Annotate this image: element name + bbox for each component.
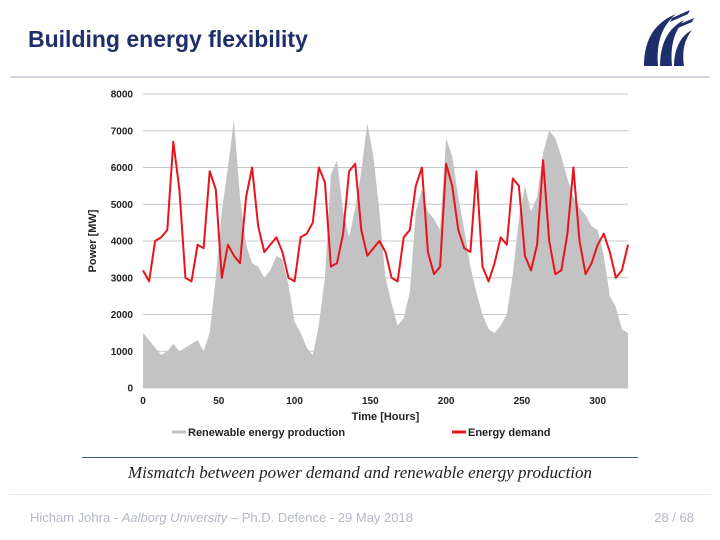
x-tick-label: 100 — [286, 396, 303, 407]
y-tick-label: 0 — [127, 384, 133, 395]
y-tick-label: 7000 — [111, 126, 134, 137]
x-tick-label: 200 — [438, 396, 455, 407]
footer-university: Aalborg University — [121, 510, 228, 525]
x-tick-labels: 0 50 100 150 200 250 300 — [140, 396, 606, 407]
x-tick-label: 250 — [514, 396, 531, 407]
energy-chart: 0 1000 2000 3000 4000 5000 6000 7000 8000 0 50 100… — [87, 90, 629, 439]
y-tick-label: 5000 — [111, 200, 134, 211]
legend-label-renewable: Renewable energy production — [188, 427, 345, 439]
y-tick-label: 6000 — [111, 163, 134, 174]
slide-title: Building energy flexibility — [28, 26, 308, 52]
x-axis-label: Time [Hours] — [352, 411, 420, 423]
caption-divider — [82, 457, 638, 458]
demand-line — [142, 140, 629, 283]
figure-caption: Mismatch between power demand and renewa… — [127, 463, 593, 482]
footer-author: Hicham Johra - — [30, 510, 122, 525]
y-tick-label: 1000 — [111, 347, 134, 358]
y-tick-label: 3000 — [111, 273, 134, 284]
x-tick-label: 50 — [213, 396, 225, 407]
footer-divider — [10, 494, 710, 495]
y-axis-label: Power [MW] — [87, 209, 99, 272]
footer-event: – Ph.D. Defence - 29 May 2018 — [227, 510, 413, 525]
aalborg-university-logo — [644, 10, 694, 66]
x-tick-label: 0 — [140, 396, 146, 407]
y-tick-label: 8000 — [111, 90, 134, 101]
y-tick-labels: 0 1000 2000 3000 4000 5000 6000 7000 8000 — [111, 90, 134, 395]
footer-text: Hicham Johra - Aalborg University – Ph.D… — [30, 510, 413, 525]
y-tick-label: 4000 — [111, 237, 134, 248]
page-number: 28 / 68 — [654, 510, 694, 525]
renewable-area — [143, 119, 628, 388]
title-divider — [10, 76, 710, 78]
x-tick-label: 150 — [362, 396, 379, 407]
x-tick-label: 300 — [589, 396, 606, 407]
legend-label-demand: Energy demand — [468, 427, 551, 439]
renewable-area-path — [143, 119, 628, 388]
y-tick-label: 2000 — [111, 310, 134, 321]
chart-legend: Renewable energy production Energy deman… — [172, 427, 551, 439]
